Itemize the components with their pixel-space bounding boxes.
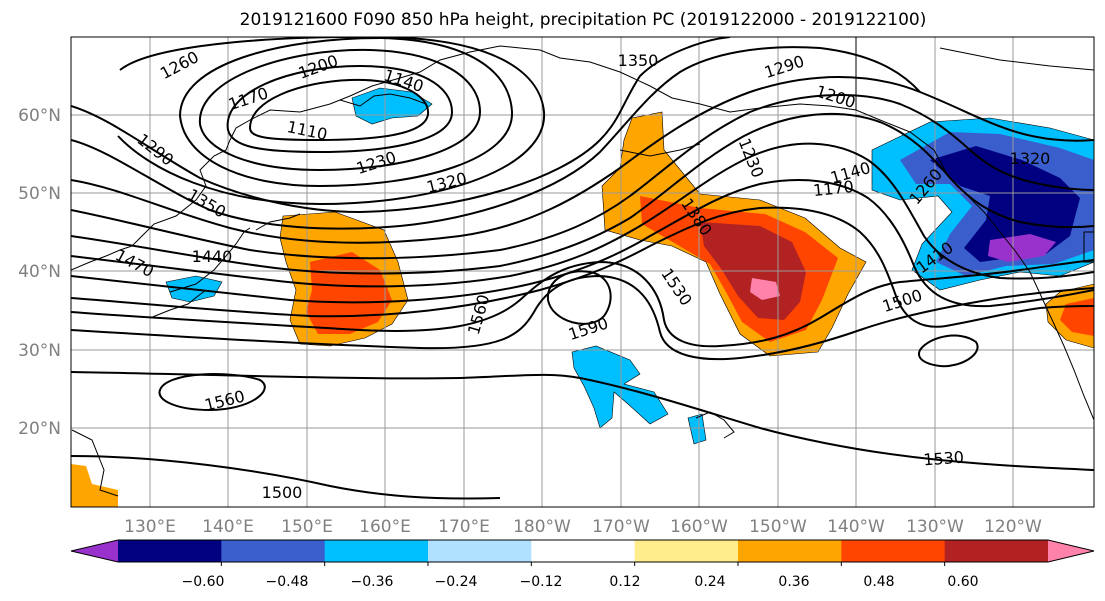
precip-anomaly-hawaii [687,413,707,445]
colorbar-segment [944,540,1049,562]
lon-tick-label: 140°E [202,517,254,537]
colorbar-segment [1048,540,1094,562]
contour-label: 1500 [262,483,303,502]
contour-label: 1320 [1010,149,1051,168]
lon-tick-label: 180°W [513,517,571,537]
colorbar-segment [738,540,842,562]
colorbar: −0.60 −0.48 −0.36 −0.24 −0.12 0.12 0.24 … [70,539,1095,590]
colorbar-label: 0.48 [863,574,894,590]
lon-tick-label: 130°W [906,517,964,537]
colorbar-outline [70,539,1095,563]
lat-tick-label: 30°N [18,341,61,361]
colorbar-label: 0.60 [947,574,978,590]
colorbar-label: −0.36 [351,574,394,590]
colorbar-labels: −0.60 −0.48 −0.36 −0.24 −0.12 0.12 0.24 … [182,574,979,590]
lon-tick-label: 170°E [438,517,490,537]
map-frame [70,36,1095,508]
contour-label: 1440 [192,247,233,266]
lat-tick-label: 20°N [18,419,61,439]
colorbar-label: 0.36 [778,574,809,590]
colorbar-label: −0.60 [182,574,225,590]
lat-axis-labels: 60°N 50°N 40°N 30°N 20°N [18,106,61,439]
colorbar-label: 0.24 [694,574,725,590]
lon-axis-labels: 130°E 140°E 150°E 160°E 170°E 180°W 170°… [124,517,1042,537]
colorbar-segment [221,540,326,562]
colorbar-label: −0.24 [435,574,478,590]
lat-tick-label: 40°N [18,262,61,282]
colorbar-label: 0.12 [609,574,640,590]
contour-label: 1170 [812,177,854,200]
lon-tick-label: 130°E [124,517,176,537]
contour-label: 1530 [923,448,965,470]
lon-tick-label: 150°W [749,517,807,537]
contour-label: 1350 [618,51,659,70]
colorbar-segments [71,540,1094,562]
precip-anomaly-ne-pacific-peak [988,234,1056,262]
lon-tick-label: 160°W [670,517,728,537]
colorbar-label: −0.12 [520,574,563,590]
map-title: 2019121600 F090 850 hPa height, precipit… [240,10,927,30]
colorbar-ticks [220,562,946,566]
precip-anomaly-ne-pacific-strong [930,146,1080,262]
lon-tick-label: 160°E [359,517,411,537]
height-contours [71,37,1094,500]
lon-tick-label: 150°E [281,517,333,537]
colorbar-segment [118,540,222,562]
precip-anomaly-pacific-peak [750,278,780,300]
colorbar-segment [71,540,118,562]
colorbar-segment [324,540,429,562]
lon-tick-label: 120°W [984,517,1042,537]
colorbar-segment [841,540,946,562]
lat-tick-label: 50°N [18,184,61,204]
colorbar-label: −0.48 [266,574,309,590]
precip-anomaly-california-core [1060,298,1094,336]
colorbar-segment [428,540,532,562]
map-panel: 1260 1200 1140 1170 1110 1350 1290 1290 … [70,36,1095,508]
colorbar-segment [531,540,636,562]
colorbar-segment [634,540,739,562]
lat-tick-label: 60°N [18,106,61,126]
lon-tick-label: 140°W [827,517,885,537]
lon-tick-label: 170°W [592,517,650,537]
precip-anomaly-sw-corner [71,464,118,507]
